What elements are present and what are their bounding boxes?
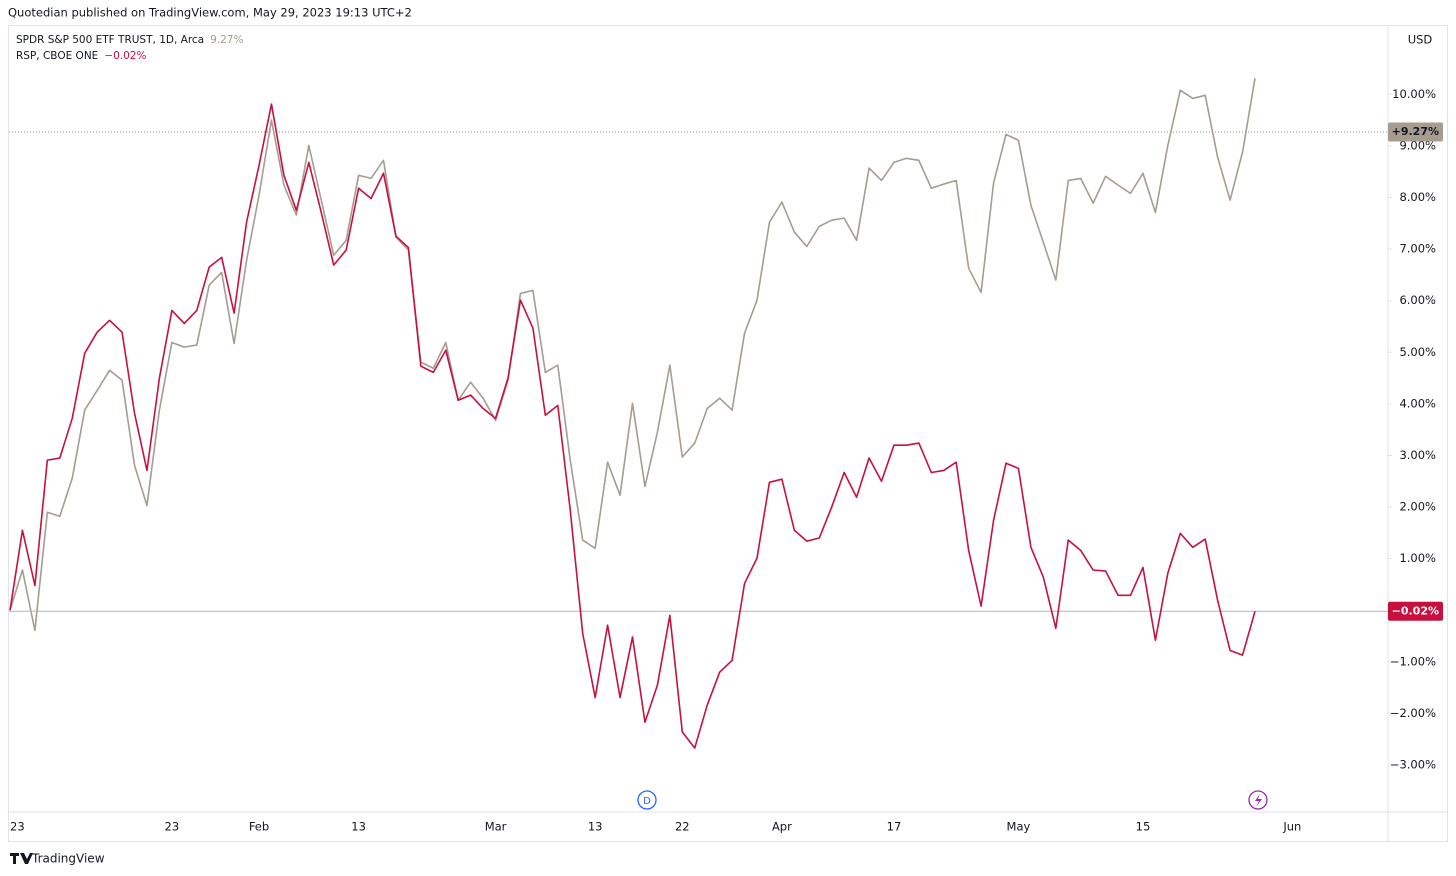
x-tick-label: Apr	[772, 820, 792, 834]
x-tick-label: 13	[588, 820, 603, 834]
source-note: Quotedian published on TradingView.com, …	[8, 6, 412, 20]
x-tick-label: 13	[351, 820, 366, 834]
footer-brand: TradingView	[31, 852, 105, 866]
last-price-box	[1388, 122, 1443, 142]
y-tick-label: 10.00%	[1392, 87, 1436, 101]
y-tick-label: 4.00%	[1399, 396, 1436, 410]
y-tick-label: 9.00%	[1399, 138, 1436, 152]
legend-name: SPDR S&P 500 ETF TRUST, 1D, Arca	[16, 34, 204, 46]
x-tick-label: 15	[1136, 820, 1151, 834]
last-price-label: −0.02%	[1392, 604, 1439, 617]
x-tick-label: Jun	[1282, 820, 1301, 834]
dividend-label: D	[643, 796, 651, 807]
x-tick-label: May	[1007, 820, 1031, 834]
last-price-box	[1388, 601, 1443, 621]
y-tick-label: −1.00%	[1390, 654, 1436, 668]
currency-label: USD	[1408, 33, 1433, 47]
x-tick-label: 22	[675, 820, 690, 834]
legend-change: −0.02%	[104, 50, 146, 62]
lightning-icon	[1255, 794, 1262, 807]
x-tick-label: 23	[165, 820, 180, 834]
x-tick-label: Mar	[485, 820, 507, 834]
y-tick-label: 2.00%	[1399, 500, 1436, 514]
series-line	[9, 78, 1256, 632]
x-tick-label: Feb	[249, 820, 269, 834]
y-tick-label: 5.00%	[1399, 345, 1436, 359]
y-tick-label: 8.00%	[1399, 190, 1436, 204]
y-tick-label: 6.00%	[1399, 293, 1436, 307]
legend-name: RSP, CBOE ONE	[16, 50, 98, 62]
last-price-label: +9.27%	[1392, 125, 1439, 138]
legend-change: 9.27%	[210, 34, 243, 46]
y-tick-label: 3.00%	[1399, 448, 1436, 462]
series-line	[9, 103, 1256, 749]
logo	[10, 853, 33, 864]
y-tick-label: −2.00%	[1390, 706, 1436, 720]
frame	[8, 25, 1448, 842]
y-tick-label: 1.00%	[1399, 551, 1436, 565]
dividend-icon[interactable]	[637, 790, 657, 810]
y-tick-label: 7.00%	[1399, 242, 1436, 256]
y-tick-label: −3.00%	[1390, 758, 1436, 772]
x-tick-label: 23	[10, 820, 25, 834]
x-tick-label: 17	[887, 820, 902, 834]
